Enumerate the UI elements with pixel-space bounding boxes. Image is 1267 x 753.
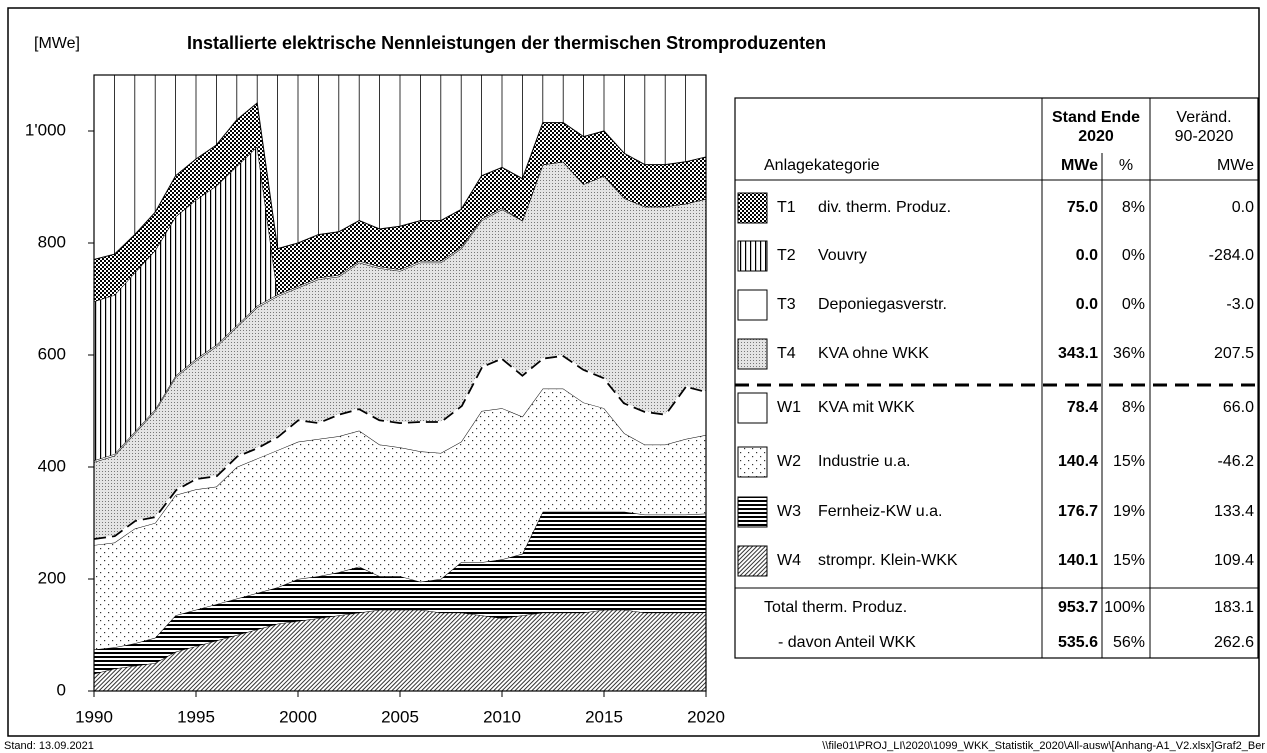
chart-title: Installierte elektrische Nennleistungen … (187, 33, 826, 53)
y-tick-label: 0 (57, 680, 66, 699)
cell-pct: 8% (1122, 399, 1145, 416)
cell-mwe: 176.7 (1058, 503, 1098, 520)
x-tick-label: 2020 (687, 707, 725, 726)
cell-change: 262.6 (1214, 634, 1254, 651)
cell-mwe: 78.4 (1067, 399, 1098, 416)
legend-code: T3 (777, 296, 796, 313)
cell-change: 109.4 (1214, 552, 1254, 569)
area (94, 388, 706, 650)
legend-code: W1 (777, 399, 801, 416)
legend-label: Vouvry (818, 247, 867, 264)
legend-code: W2 (777, 453, 801, 470)
axes: 0 200 400 600 800 1'000 1990 1995 2000 2005 2010 20… (25, 74, 725, 726)
cell-mwe: 953.7 (1058, 599, 1098, 616)
legend-label: strompr. Klein-WKK (818, 552, 958, 569)
cell-pct: 100% (1104, 599, 1145, 616)
legend-swatch (737, 446, 768, 478)
header: 2020 (1078, 128, 1114, 145)
legend-swatch (737, 289, 768, 321)
cell-mwe: 140.4 (1058, 453, 1098, 470)
cell-mwe: 535.6 (1058, 634, 1098, 651)
cell-change: -46.2 (1218, 453, 1255, 470)
legend-label: Deponiegasverstr. (818, 296, 947, 313)
header: Veränd. (1176, 109, 1231, 126)
cell-pct: 15% (1113, 453, 1145, 470)
area (94, 146, 706, 461)
x-tick-label: 1995 (177, 707, 215, 726)
cell-mwe: 140.1 (1058, 552, 1098, 569)
x-tick-label: 1990 (75, 707, 113, 726)
cell-pct: 0% (1122, 296, 1145, 313)
area (94, 161, 706, 539)
legend-label: KVA ohne WKK (818, 345, 929, 362)
area (94, 103, 706, 302)
legend-code: W4 (777, 552, 801, 569)
cell-pct: 15% (1113, 552, 1145, 569)
cell-change: 183.1 (1214, 599, 1254, 616)
area (94, 609, 706, 691)
cell-pct: 0% (1122, 247, 1145, 264)
x-tick-label: 2015 (585, 707, 623, 726)
table-border (734, 97, 1259, 659)
cell-change: -3.0 (1226, 296, 1254, 313)
cell-pct: 36% (1113, 345, 1145, 362)
y-tick-label: 400 (38, 456, 66, 475)
legend-code: T2 (777, 247, 796, 264)
total-label: - davon Anteil WKK (778, 634, 916, 651)
header: % (1119, 157, 1133, 174)
area (94, 511, 706, 674)
header: Stand Ende (1052, 109, 1140, 126)
cell-change: 207.5 (1214, 345, 1254, 362)
legend-code: T4 (777, 345, 796, 362)
cell-pct: 8% (1122, 199, 1145, 216)
legend-label: KVA mit WKK (818, 399, 915, 416)
y-axis-label: [MWe] (34, 35, 80, 52)
y-tick-label: 800 (38, 232, 66, 251)
legend-swatch (737, 545, 768, 577)
legend-code: T1 (777, 199, 796, 216)
frame (7, 7, 1260, 737)
legend-swatch (737, 496, 768, 528)
legend-label: Industrie u.a. (818, 453, 911, 470)
cell-change: 66.0 (1223, 399, 1254, 416)
cell-change: 0.0 (1232, 199, 1254, 216)
legend-code: W3 (777, 503, 801, 520)
footer-file: \\file01\PROJ_LI\2020\1099_WKK_Statistik… (822, 740, 1265, 752)
legend-label: Fernheiz-KW u.a. (818, 503, 942, 520)
cell-mwe: 343.1 (1058, 345, 1098, 362)
header: MWe (1061, 157, 1098, 174)
table: Stand Ende 2020 Veränd. 90-2020 Anlageka… (734, 97, 1259, 659)
header: MWe (1217, 157, 1254, 174)
x-tick-label: 2000 (279, 707, 317, 726)
areas (93, 102, 707, 691)
cell-pct: 56% (1113, 634, 1145, 651)
y-tick-label: 200 (38, 568, 66, 587)
total-label: Total therm. Produz. (764, 599, 907, 616)
footer-date: Stand: 13.09.2021 (4, 740, 94, 752)
header: Anlagekategorie (764, 157, 880, 174)
cell-pct: 19% (1113, 503, 1145, 520)
cell-change: 133.4 (1214, 503, 1254, 520)
legend-label: div. therm. Produz. (818, 199, 951, 216)
legend-swatch (737, 338, 768, 370)
y-tick-label: 1'000 (25, 120, 66, 139)
cell-change: -284.0 (1209, 247, 1254, 264)
x-tick-label: 2005 (381, 707, 419, 726)
cell-mwe: 0.0 (1076, 296, 1098, 313)
legend-swatch (737, 192, 768, 224)
x-tick-label: 2010 (483, 707, 521, 726)
legend-swatch (737, 240, 768, 272)
y-tick-label: 600 (38, 344, 66, 363)
area-edge (93, 102, 707, 260)
cell-mwe: 75.0 (1067, 199, 1098, 216)
cell-mwe: 0.0 (1076, 247, 1098, 264)
legend-swatch (737, 392, 768, 424)
header: 90-2020 (1175, 128, 1234, 145)
